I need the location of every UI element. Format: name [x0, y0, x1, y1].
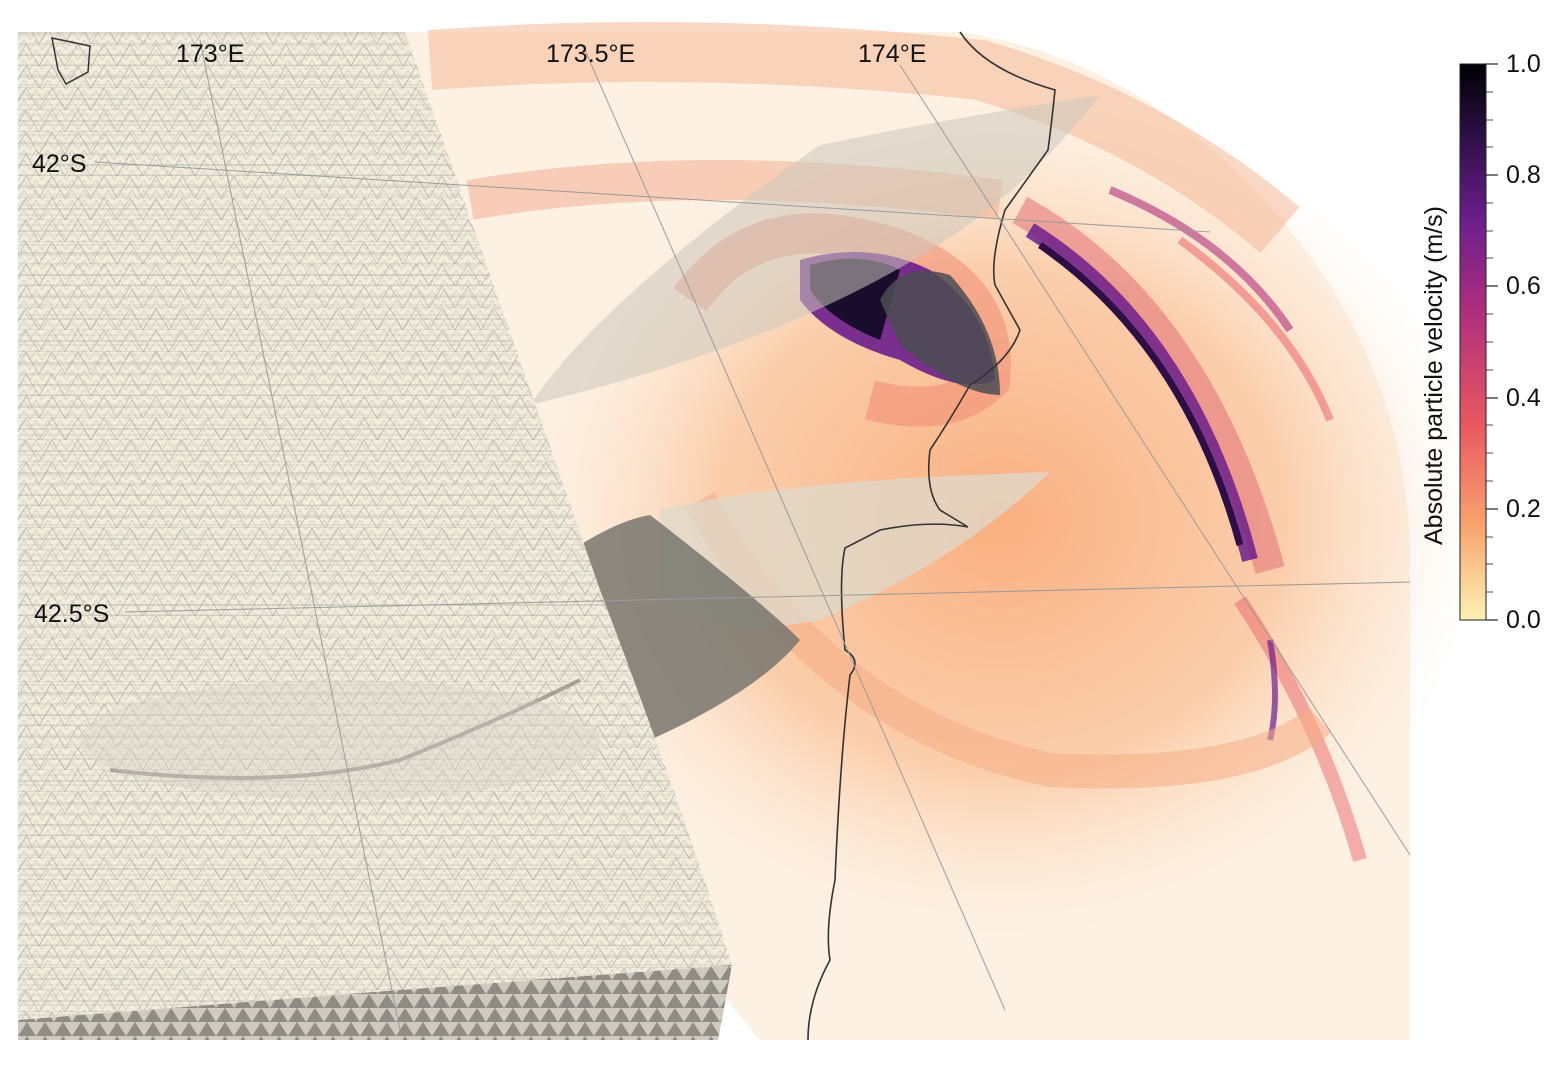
longitude-label-174: 174°E [858, 40, 927, 68]
graticule [94, 39, 1411, 1031]
latitude-label-42: 42°S [32, 150, 87, 178]
mesh-domain [18, 32, 732, 1040]
colorbar-minor-ticks [1486, 91, 1493, 593]
colorbar-tick-0-6: 0.6 [1506, 272, 1541, 300]
colorbar-tick-0-8: 0.8 [1506, 161, 1541, 189]
colorbar-tick-0-4: 0.4 [1506, 384, 1541, 412]
latitude-label-42-5: 42.5°S [34, 600, 110, 628]
colorbar-tick-0-0: 0.0 [1506, 606, 1541, 634]
longitude-label-173-5: 173.5°E [546, 40, 636, 68]
coastline [807, 31, 1056, 1041]
colorbar-title: Absolute particle velocity (m/s) [1420, 205, 1448, 545]
colorbar [1459, 63, 1498, 621]
longitude-label-173: 173°E [176, 40, 245, 68]
colorbar-tick-1-0: 1.0 [1506, 50, 1541, 78]
colorbar-gradient [1459, 63, 1487, 621]
colorbar-tick-0-2: 0.2 [1506, 495, 1541, 523]
colorbar-tick-marks [1486, 63, 1498, 621]
